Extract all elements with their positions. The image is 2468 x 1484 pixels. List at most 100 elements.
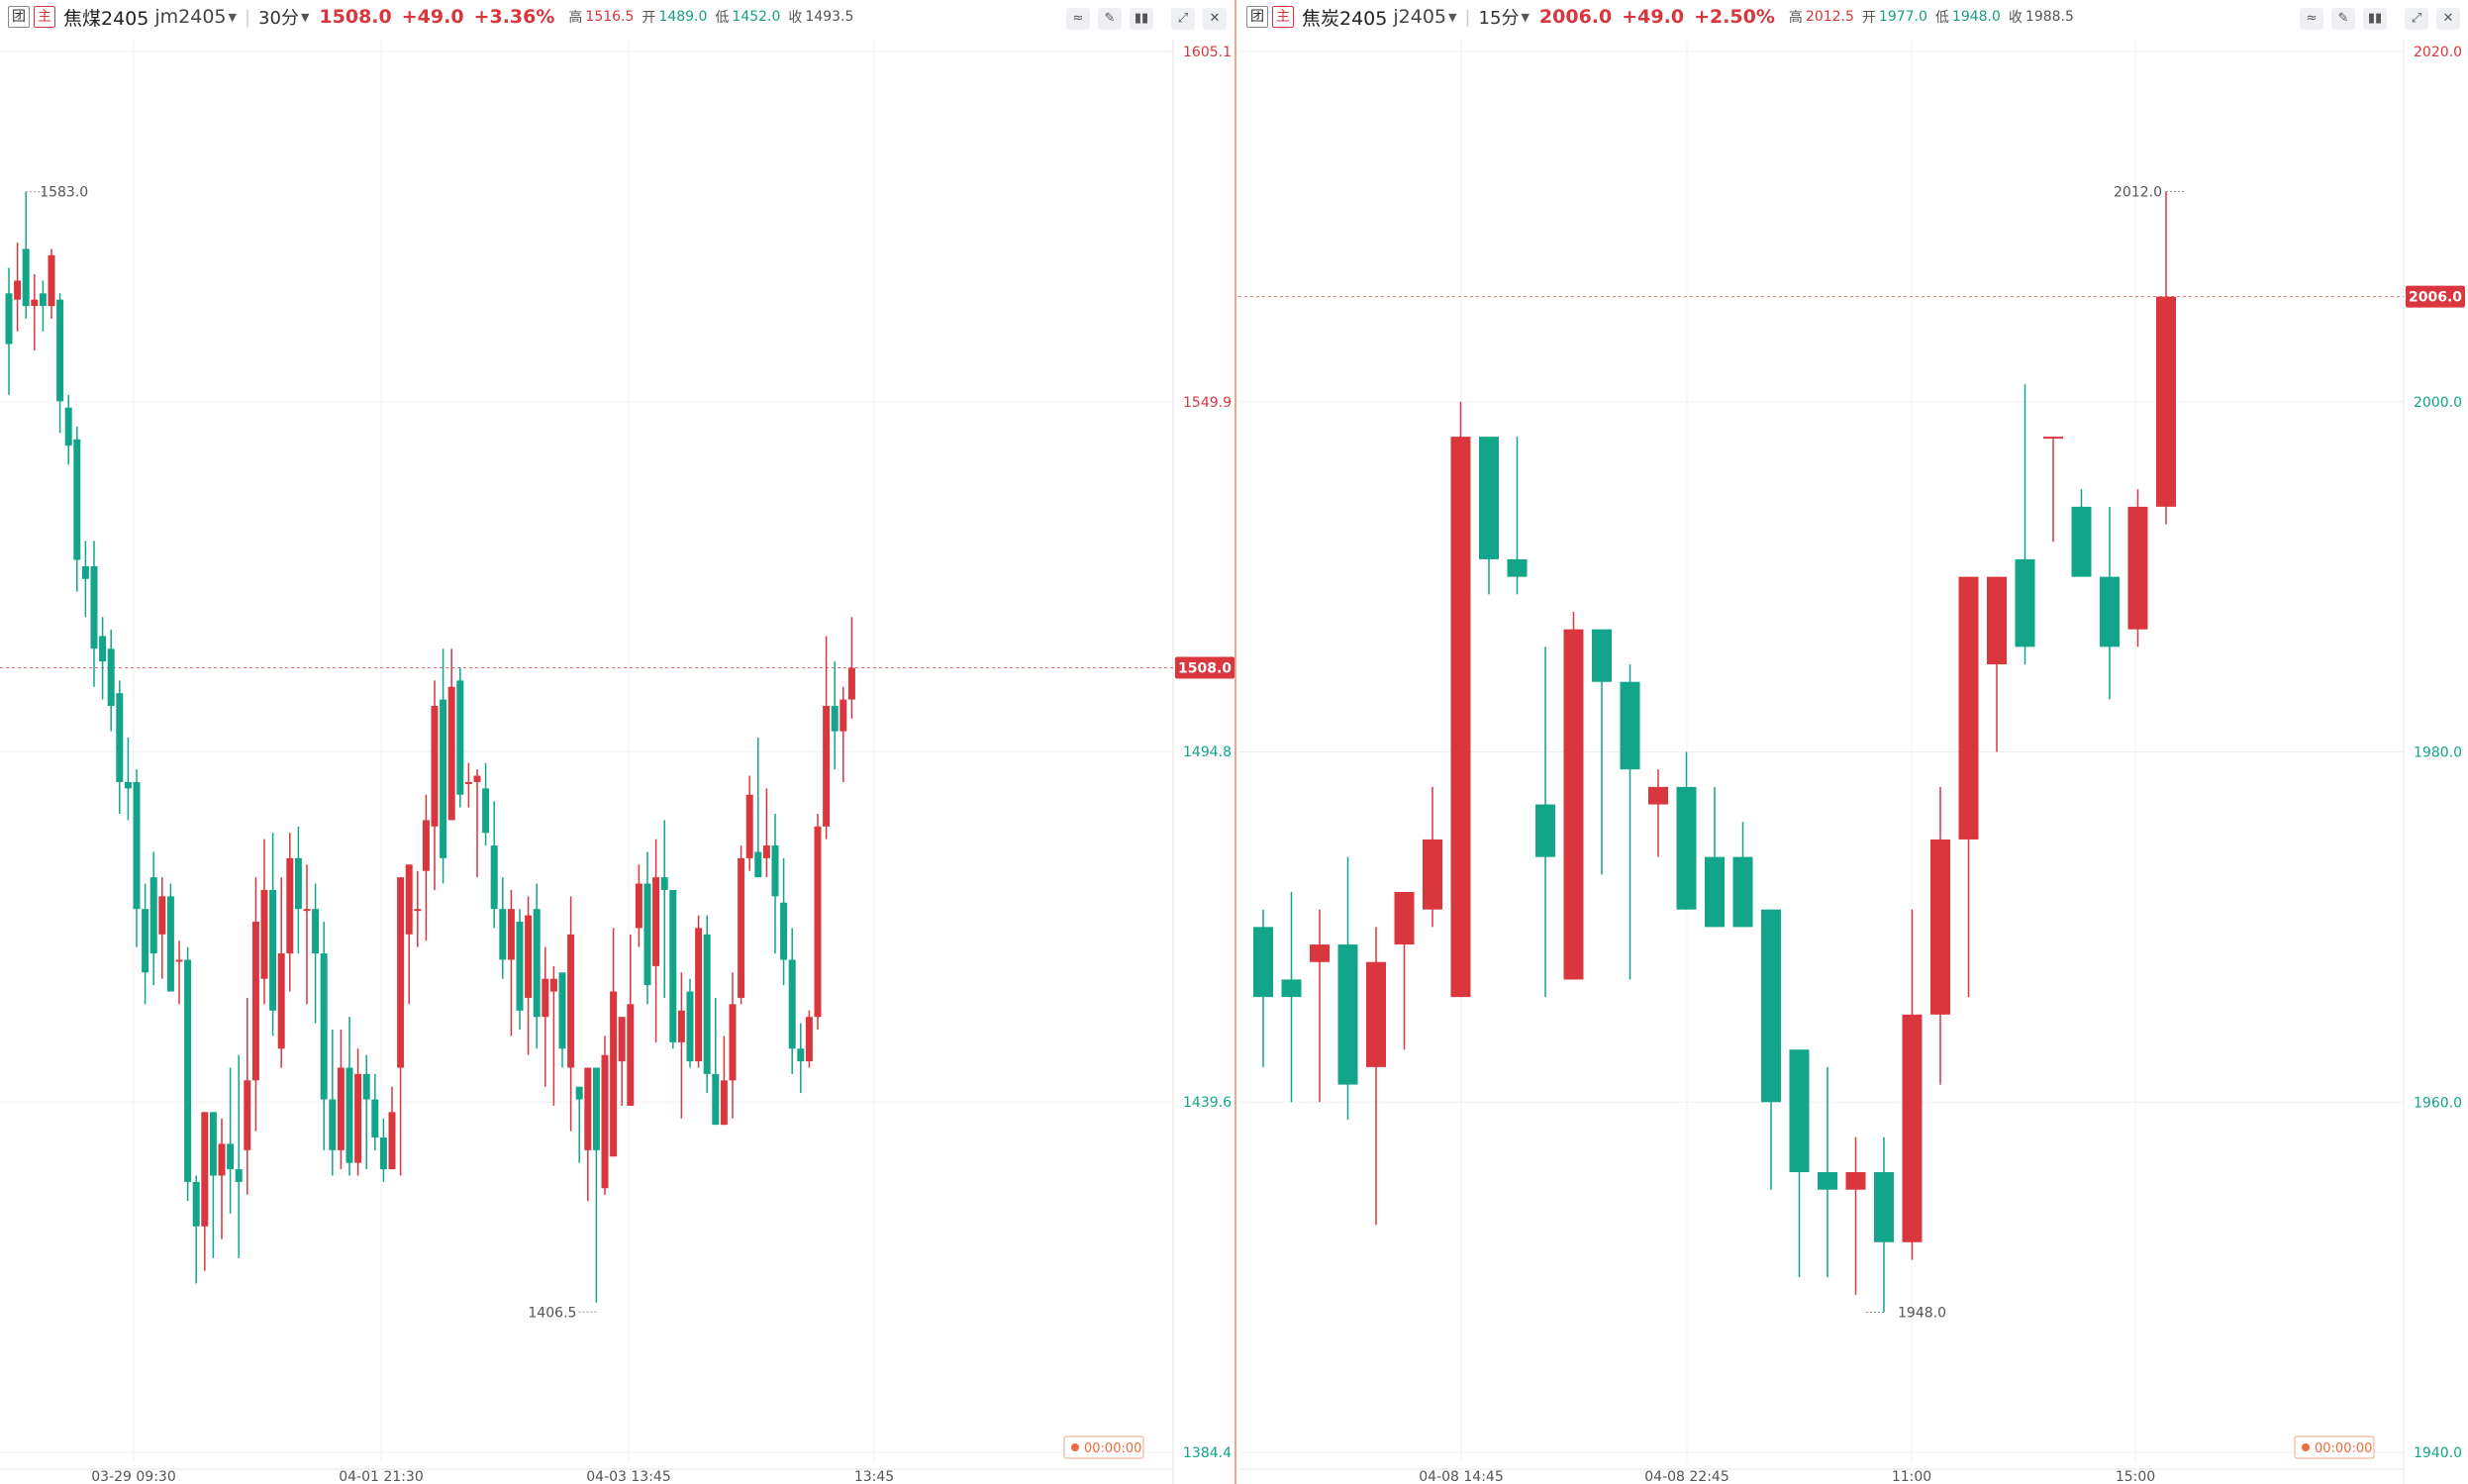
- last-price: 1508.0: [319, 6, 392, 28]
- candle-body: [5, 293, 13, 345]
- group-badge[interactable]: 团: [8, 6, 30, 28]
- candle-body: [1874, 1172, 1894, 1242]
- low-annotation: 1406.5: [528, 1305, 576, 1321]
- candle-body: [695, 928, 703, 1062]
- candle-body: [244, 1080, 251, 1150]
- candle-body: [56, 299, 64, 402]
- main-contract-badge[interactable]: 主: [34, 6, 55, 28]
- candle-body: [533, 909, 541, 1018]
- candle-body: [558, 972, 566, 1049]
- candle-body: [422, 820, 430, 871]
- candle-body: [754, 851, 762, 878]
- price-axis-tick: 1439.6: [1183, 1095, 1232, 1111]
- candle-body: [107, 648, 115, 707]
- candle-body: [1592, 629, 1612, 682]
- period-select[interactable]: 15分: [1478, 8, 1520, 29]
- chart-panel-j2405[interactable]: 团 主 焦炭2405 j2405 ▼ | 15分 ▼ 2006.0 +49.0 …: [1238, 0, 2468, 1484]
- price-change-pct: +2.50%: [1694, 6, 1775, 28]
- candle-body: [1366, 961, 1386, 1067]
- candle-body: [1423, 839, 1442, 910]
- expand-icon[interactable]: ⤢: [2405, 8, 2428, 30]
- candle-body: [1563, 629, 1584, 980]
- candle-body: [362, 1073, 370, 1100]
- candle-body: [22, 248, 30, 307]
- candle-body: [567, 934, 575, 1068]
- draw-tool-icon[interactable]: ✎: [1098, 8, 1122, 30]
- candle-body: [482, 788, 490, 834]
- low-label: 低: [715, 10, 730, 26]
- contract-name[interactable]: 焦炭2405: [1302, 7, 1388, 30]
- contract-code[interactable]: jm2405: [154, 6, 227, 28]
- candle-body: [286, 857, 294, 954]
- candle-body: [464, 781, 472, 784]
- candle-body: [542, 978, 549, 1018]
- candle-body: [762, 845, 770, 858]
- candle-body: [814, 826, 822, 1018]
- candle-body: [39, 293, 47, 307]
- price-change: +49.0: [401, 6, 464, 28]
- candle-body: [14, 280, 22, 300]
- contract-name[interactable]: 焦煤2405: [63, 7, 149, 30]
- candle-body: [260, 889, 268, 979]
- candle-body: [149, 877, 157, 954]
- candle-body: [90, 565, 98, 649]
- line-tool-icon[interactable]: ≈: [1066, 8, 1090, 30]
- last-price-tag-label: 1508.0: [1178, 661, 1232, 677]
- candle-body: [142, 909, 149, 973]
- candle-body: [635, 883, 642, 929]
- candle-body: [184, 959, 192, 1182]
- chart-panel-jm2405[interactable]: 团 主 焦煤2405 jm2405 ▼ | 30分 ▼ 1508.0 +49.0…: [0, 0, 1236, 1484]
- close-label: 收: [788, 10, 803, 26]
- candle-body: [251, 922, 259, 1081]
- candle-body: [1479, 437, 1499, 559]
- expand-icon[interactable]: ⤢: [1171, 8, 1195, 30]
- candle-body: [831, 706, 839, 732]
- line-tool-icon[interactable]: ≈: [2300, 8, 2323, 30]
- close-value: 1988.5: [2024, 9, 2074, 25]
- candlestick-chart[interactable]: 1605.1 1549.9 1494.8 1439.6 1384.4 03-29 09:3…: [0, 0, 1236, 1484]
- candle-body: [652, 877, 660, 966]
- time-axis-tick: 04-03 13:45: [586, 1469, 670, 1484]
- panel-header: 团 主 焦煤2405 jm2405 ▼ | 30分 ▼ 1508.0 +49.0…: [0, 0, 1234, 34]
- candle-body: [575, 1086, 583, 1100]
- candle-body: [2127, 506, 2148, 630]
- candle-body: [116, 693, 124, 782]
- footprint-icon[interactable]: ▮▮: [1130, 8, 1153, 30]
- main-contract-badge[interactable]: 主: [1272, 6, 1294, 28]
- close-value: 1493.5: [805, 9, 854, 25]
- last-price-tag: [1175, 656, 1234, 679]
- candle-body: [780, 902, 788, 960]
- candle-body: [2043, 437, 2063, 440]
- period-select[interactable]: 30分: [258, 8, 299, 29]
- candle-body: [1705, 856, 1725, 928]
- open-value: 1489.0: [658, 9, 708, 25]
- divider: |: [244, 6, 251, 28]
- price-axis-tick: 2020.0: [2414, 45, 2462, 60]
- candle-body: [31, 299, 39, 307]
- close-icon[interactable]: ✕: [2436, 8, 2460, 30]
- panel-toolbar: ≈ ✎ ▮▮ ⤢ ✕: [1066, 8, 1227, 30]
- candlestick-chart[interactable]: 2020.0 2000.0 1980.0 1960.0 1940.0 04-08 14:4…: [1238, 0, 2468, 1484]
- candle-body: [303, 909, 311, 912]
- open-label: 开: [642, 10, 656, 26]
- contract-code[interactable]: j2405: [1393, 6, 1446, 28]
- candle-body: [440, 699, 447, 858]
- countdown-box: [1063, 1435, 1144, 1459]
- chevron-down-icon[interactable]: ▼: [300, 10, 310, 24]
- close-icon[interactable]: ✕: [1203, 8, 1227, 30]
- candle-body: [133, 781, 141, 910]
- chevron-down-icon[interactable]: ▼: [1521, 10, 1530, 24]
- footprint-icon[interactable]: ▮▮: [2363, 8, 2387, 30]
- draw-tool-icon[interactable]: ✎: [2331, 8, 2355, 30]
- candle-body: [73, 439, 81, 560]
- last-price-tag: [2406, 285, 2465, 308]
- candle-body: [1310, 944, 1330, 962]
- chevron-down-icon[interactable]: ▼: [1448, 10, 1457, 24]
- candle-body: [371, 1099, 379, 1138]
- clock-icon: [2302, 1443, 2310, 1451]
- group-badge[interactable]: 团: [1246, 6, 1268, 28]
- last-price-tag-label: 2006.0: [2409, 290, 2462, 306]
- candle-body: [379, 1137, 387, 1170]
- candle-body: [549, 978, 557, 992]
- chevron-down-icon[interactable]: ▼: [228, 10, 237, 24]
